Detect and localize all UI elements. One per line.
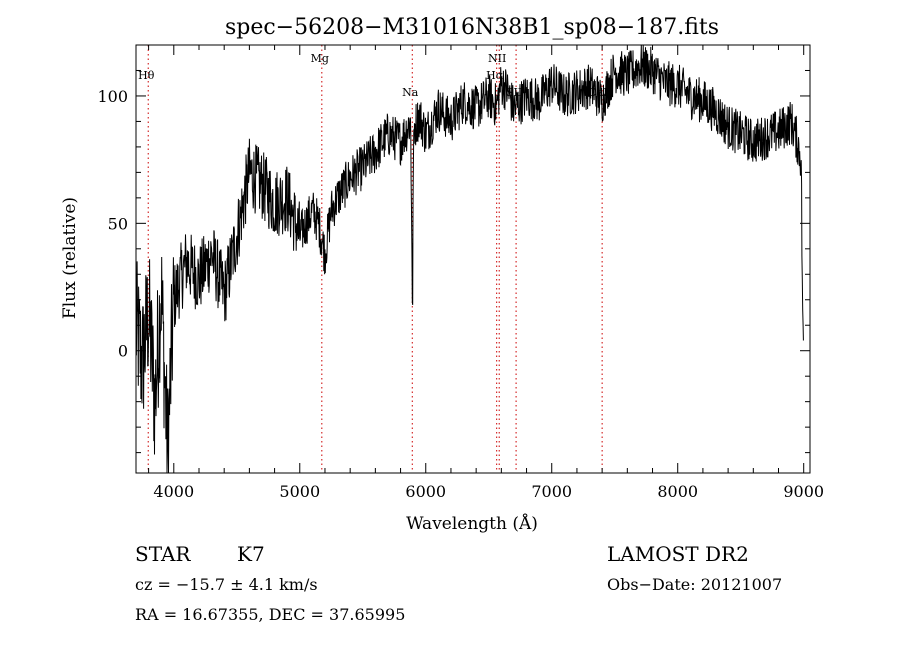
x-tick-label: 7000 <box>531 482 572 501</box>
y-tick-label: 0 <box>118 342 128 361</box>
line-label: Mg <box>311 52 329 65</box>
x-tick-label: 8000 <box>657 482 698 501</box>
x-axis-label: Wavelength (Å) <box>406 513 538 534</box>
plot-axes <box>135 44 811 474</box>
coordinates: RA = 16.67355, DEC = 37.65995 <box>135 605 405 624</box>
star-subclass: K7 <box>237 542 265 566</box>
star-class: STAR <box>135 542 191 566</box>
x-tick-label: 4000 <box>153 482 194 501</box>
line-label: Hα <box>486 69 504 82</box>
redshift-cz: cz = −15.7 ± 4.1 km/s <box>135 575 318 594</box>
plot-frame <box>135 44 811 474</box>
survey-name: LAMOST DR2 <box>607 542 749 566</box>
line-label: Hθ <box>138 69 155 82</box>
y-tick-label: 50 <box>108 214 128 233</box>
y-axis-label: Flux (relative) <box>60 197 80 319</box>
x-tick-label: 5000 <box>279 482 320 501</box>
chart-title: spec−56208−M31016N38B1_sp08−187.fits <box>225 15 719 40</box>
line-label: Na <box>402 86 419 99</box>
line-label: CaII <box>588 86 612 99</box>
y-tick-label: 100 <box>97 87 128 106</box>
line-label: SII <box>506 86 522 99</box>
x-tick-label: 6000 <box>405 482 446 501</box>
spectrum-series <box>135 44 804 474</box>
line-label: NII <box>488 52 506 65</box>
x-tick-label: 9000 <box>783 482 824 501</box>
emission-line-markers <box>147 45 603 473</box>
obs-date: Obs−Date: 20121007 <box>607 575 782 594</box>
tick-labels: 4000 5000 6000 7000 8000 9000 0 50 100 <box>97 87 824 501</box>
spectrum-line <box>135 44 804 474</box>
